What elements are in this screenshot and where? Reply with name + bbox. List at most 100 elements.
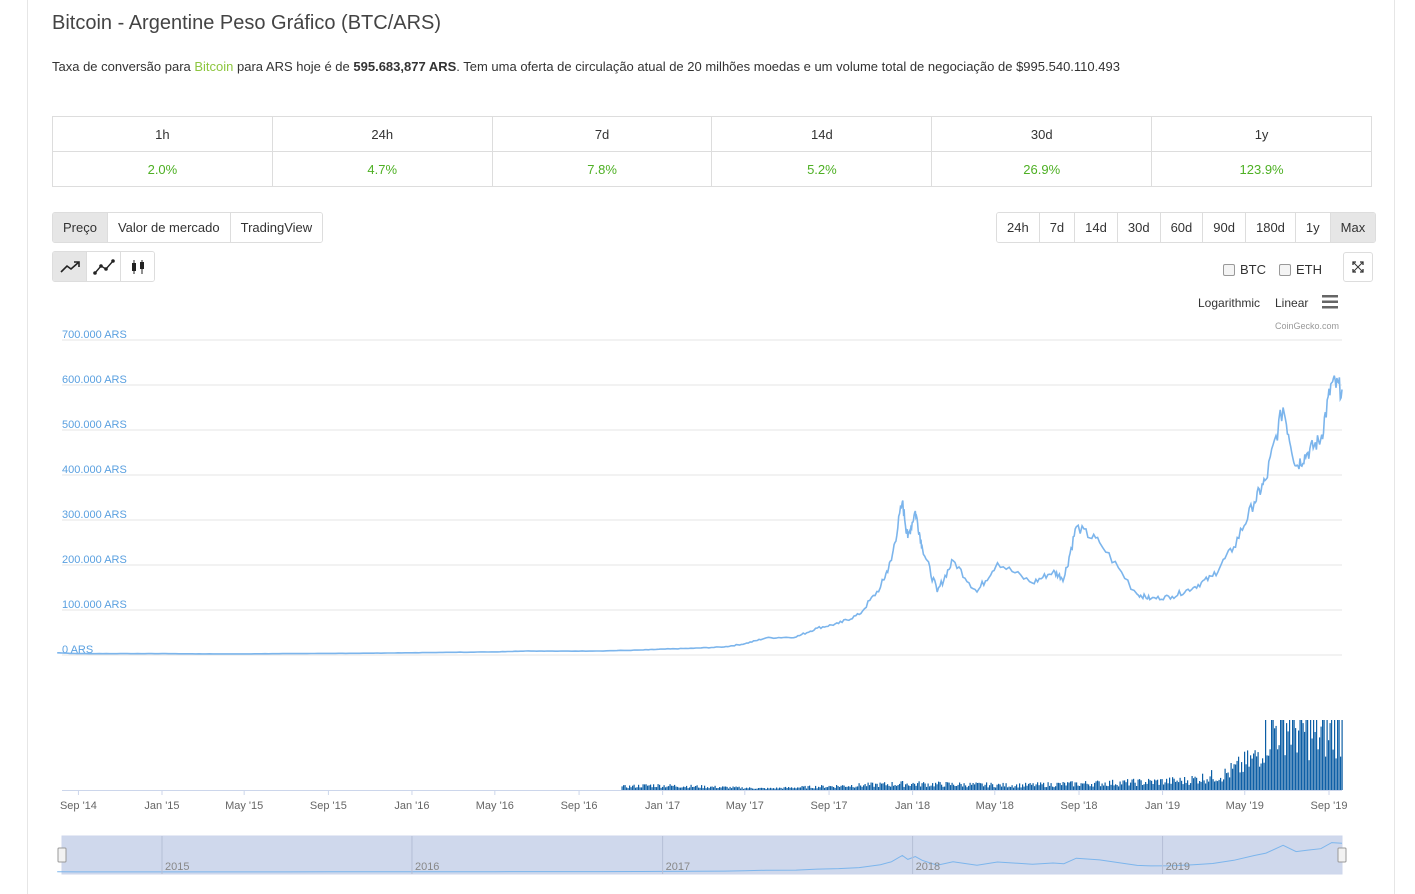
volume-bar bbox=[632, 785, 634, 790]
volume-bar bbox=[678, 787, 680, 790]
volume-bar bbox=[831, 786, 833, 790]
volume-bar bbox=[638, 784, 640, 790]
volume-bar bbox=[738, 786, 740, 790]
line-chart-button[interactable] bbox=[53, 252, 87, 281]
volume-bar bbox=[726, 786, 728, 790]
range-max[interactable]: Max bbox=[1330, 213, 1376, 242]
volume-bar bbox=[867, 782, 869, 790]
volume-bar bbox=[1331, 720, 1333, 790]
volume-bar bbox=[1170, 783, 1172, 790]
volume-bar bbox=[1017, 787, 1019, 790]
chart-tabs: Preço Valor de mercado TradingView bbox=[52, 212, 324, 243]
volume-bar bbox=[795, 788, 797, 790]
volume-bar bbox=[627, 788, 629, 790]
volume-bar bbox=[1068, 782, 1070, 790]
volume-bar bbox=[1133, 778, 1135, 790]
volume-bar bbox=[713, 787, 715, 790]
volume-bar bbox=[1149, 780, 1151, 790]
volume-bar bbox=[699, 787, 701, 790]
bitcoin-link[interactable]: Bitcoin bbox=[194, 59, 234, 74]
line-points-button[interactable] bbox=[87, 252, 121, 281]
volume-bar bbox=[684, 787, 686, 790]
range-90d[interactable]: 90d bbox=[1203, 213, 1246, 242]
volume-bar bbox=[1232, 768, 1234, 790]
volume-bar bbox=[1155, 780, 1157, 790]
volume-bar bbox=[1070, 781, 1072, 790]
range-30d[interactable]: 30d bbox=[1117, 213, 1161, 242]
volume-bar bbox=[717, 788, 719, 790]
volume-bar bbox=[1139, 779, 1141, 790]
volume-bar bbox=[689, 787, 691, 790]
chart-menu-icon[interactable] bbox=[1322, 295, 1338, 309]
range-24h[interactable]: 24h bbox=[997, 213, 1040, 242]
volume-bar bbox=[1220, 777, 1222, 790]
volume-bar bbox=[674, 784, 676, 790]
tab-price[interactable]: Preço bbox=[53, 213, 108, 242]
fullscreen-button[interactable] bbox=[1343, 252, 1373, 282]
volume-bar bbox=[1200, 781, 1202, 790]
range-7d[interactable]: 7d bbox=[1039, 213, 1076, 242]
volume-bar bbox=[644, 784, 646, 790]
volume-bar bbox=[813, 788, 815, 790]
volume-bar bbox=[869, 785, 871, 790]
x-tick-label: May '17 bbox=[726, 800, 764, 812]
volume-bar bbox=[1259, 766, 1261, 790]
scale-logarithmic[interactable]: Logarithmic bbox=[1198, 296, 1261, 310]
volume-bar bbox=[1289, 720, 1291, 790]
volume-bar bbox=[987, 787, 989, 790]
volume-bar bbox=[1014, 786, 1016, 790]
volume-bar bbox=[1083, 783, 1085, 790]
compare-eth[interactable]: ETH bbox=[1279, 262, 1322, 277]
volume-bar bbox=[986, 782, 988, 790]
candlestick-button[interactable] bbox=[121, 252, 154, 281]
volume-bar bbox=[791, 787, 793, 790]
volume-bar bbox=[854, 787, 856, 790]
volume-bar bbox=[1197, 783, 1199, 790]
volume-bar bbox=[765, 789, 767, 790]
navigator-mask bbox=[61, 835, 1343, 875]
eth-checkbox[interactable] bbox=[1279, 263, 1291, 276]
x-tick-label: May '15 bbox=[225, 800, 263, 812]
volume-bar bbox=[1118, 786, 1120, 790]
volume-bar bbox=[1238, 756, 1240, 790]
navigator-handle-left[interactable] bbox=[57, 847, 67, 863]
scale-linear[interactable]: Linear bbox=[1275, 296, 1309, 310]
volume-bar bbox=[950, 785, 952, 790]
volume-bar bbox=[995, 787, 997, 790]
volume-bar bbox=[1148, 778, 1150, 790]
btc-checkbox[interactable] bbox=[1223, 263, 1235, 276]
volume-bar bbox=[1125, 782, 1127, 790]
volume-bar bbox=[888, 785, 890, 790]
volume-bar bbox=[743, 788, 745, 790]
tab-market-cap[interactable]: Valor de mercado bbox=[107, 213, 231, 242]
volume-bar bbox=[1023, 786, 1025, 790]
navigator-handle-right[interactable] bbox=[1337, 847, 1347, 863]
volume-bar bbox=[842, 785, 844, 790]
volume-bar bbox=[1184, 777, 1186, 790]
volume-bar bbox=[1136, 786, 1138, 790]
range-180d[interactable]: 180d bbox=[1245, 213, 1296, 242]
volume-bar bbox=[954, 786, 956, 790]
volume-bar bbox=[710, 786, 712, 790]
volume-bar bbox=[1119, 781, 1121, 790]
volume-bar bbox=[1161, 779, 1163, 790]
current-price: 595.683,877 ARS bbox=[353, 59, 457, 74]
volume-bar bbox=[741, 787, 743, 790]
volume-bar bbox=[1011, 785, 1013, 790]
volume-bar bbox=[1233, 764, 1235, 790]
volume-bar bbox=[843, 785, 845, 790]
volume-bar bbox=[1041, 784, 1043, 790]
compare-btc[interactable]: BTC bbox=[1223, 262, 1266, 277]
volume-bar bbox=[650, 784, 652, 790]
line-chart-icon bbox=[59, 260, 80, 273]
volume-bar bbox=[1256, 756, 1258, 790]
volume-bar bbox=[860, 785, 862, 790]
page-title: Bitcoin - Argentine Peso Gráfico (BTC/AR… bbox=[52, 12, 442, 34]
range-1y[interactable]: 1y bbox=[1295, 213, 1331, 242]
range-60d[interactable]: 60d bbox=[1160, 213, 1204, 242]
volume-bar bbox=[735, 786, 737, 790]
tab-tradingview[interactable]: TradingView bbox=[230, 213, 323, 242]
volume-bar bbox=[1295, 728, 1297, 790]
volume-bar bbox=[1019, 783, 1021, 790]
range-14d[interactable]: 14d bbox=[1075, 213, 1118, 242]
